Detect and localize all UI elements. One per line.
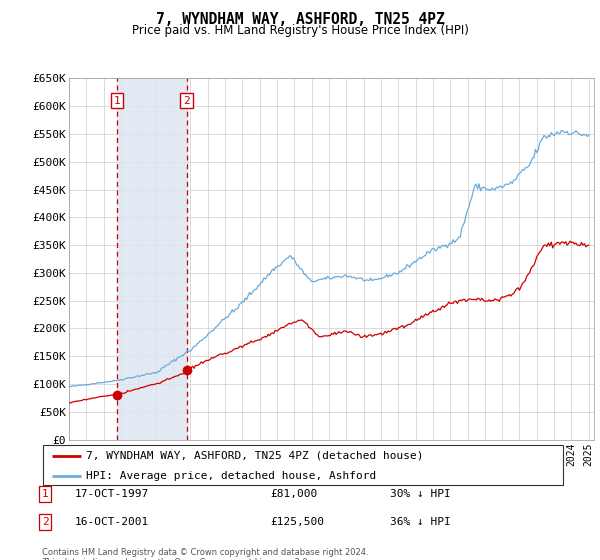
Text: 30% ↓ HPI: 30% ↓ HPI xyxy=(390,489,451,499)
Text: 1: 1 xyxy=(41,489,49,499)
Text: £125,500: £125,500 xyxy=(270,517,324,527)
Text: Contains HM Land Registry data © Crown copyright and database right 2024.
This d: Contains HM Land Registry data © Crown c… xyxy=(42,548,368,560)
Text: 1: 1 xyxy=(114,96,121,106)
Text: 2: 2 xyxy=(183,96,190,106)
Text: HPI: Average price, detached house, Ashford: HPI: Average price, detached house, Ashf… xyxy=(86,470,377,480)
Text: 16-OCT-2001: 16-OCT-2001 xyxy=(75,517,149,527)
Text: Price paid vs. HM Land Registry's House Price Index (HPI): Price paid vs. HM Land Registry's House … xyxy=(131,24,469,37)
Text: 17-OCT-1997: 17-OCT-1997 xyxy=(75,489,149,499)
Text: 7, WYNDHAM WAY, ASHFORD, TN25 4PZ (detached house): 7, WYNDHAM WAY, ASHFORD, TN25 4PZ (detac… xyxy=(86,451,424,461)
FancyBboxPatch shape xyxy=(43,445,563,485)
Text: 2: 2 xyxy=(41,517,49,527)
Text: 36% ↓ HPI: 36% ↓ HPI xyxy=(390,517,451,527)
Text: 7, WYNDHAM WAY, ASHFORD, TN25 4PZ: 7, WYNDHAM WAY, ASHFORD, TN25 4PZ xyxy=(155,12,445,27)
Bar xyxy=(118,78,187,440)
Text: £81,000: £81,000 xyxy=(270,489,317,499)
